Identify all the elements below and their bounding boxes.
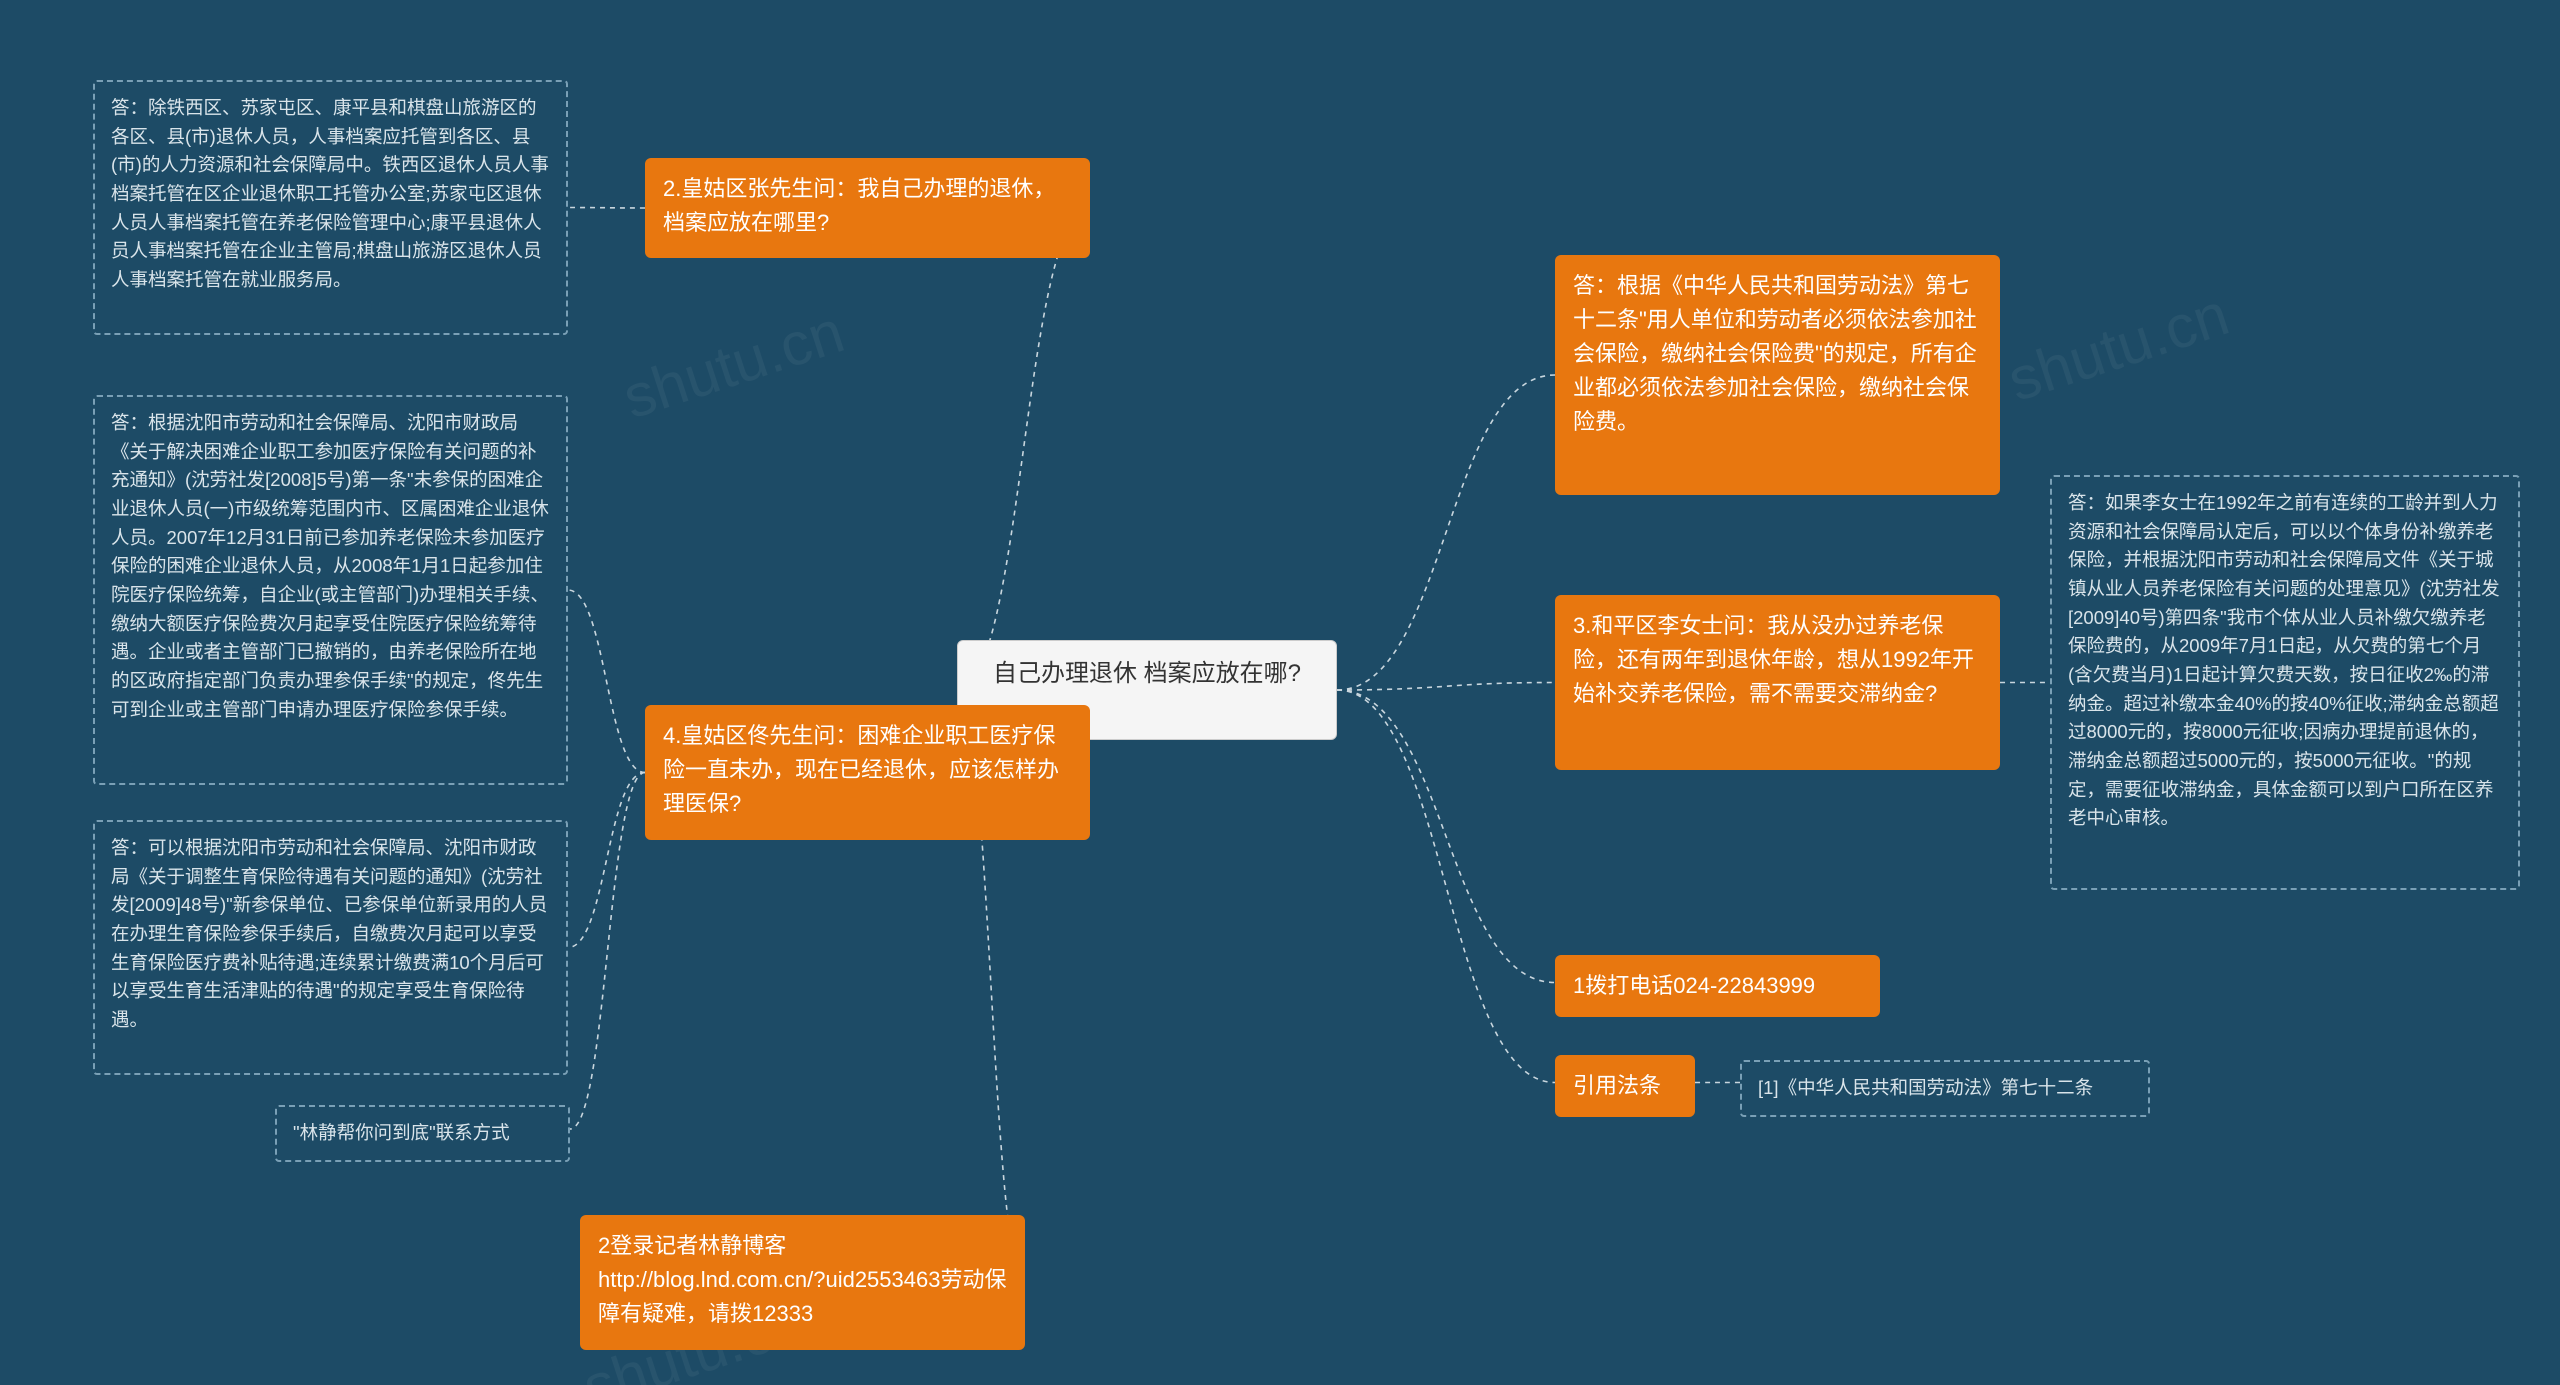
branch-left-2: 2登录记者林静博客http://blog.lnd.com.cn/?uid2553…	[580, 1215, 1025, 1350]
branch-right-3: 引用法条	[1555, 1055, 1695, 1117]
branch-right-0: 答：根据《中华人民共和国劳动法》第七十二条"用人单位和劳动者必须依法参加社会保险…	[1555, 255, 2000, 495]
branch-right-2: 1拨打电话024-22843999	[1555, 955, 1880, 1017]
watermark: shutu.cn	[615, 297, 852, 433]
leaf-left-0-0: 答：除铁西区、苏家屯区、康平县和棋盘山旅游区的各区、县(市)退休人员，人事档案应…	[93, 80, 568, 335]
leaf-right-3-0: [1]《中华人民共和国劳动法》第七十二条	[1740, 1060, 2150, 1117]
branch-right-1: 3.和平区李女士问：我从没办过养老保险，还有两年到退休年龄，想从1992年开始补…	[1555, 595, 2000, 770]
branch-left-1: 4.皇姑区佟先生问：困难企业职工医疗保险一直未办，现在已经退休，应该怎样办理医保…	[645, 705, 1090, 840]
leaf-left-1-0: 答：根据沈阳市劳动和社会保障局、沈阳市财政局《关于解决困难企业职工参加医疗保险有…	[93, 395, 568, 785]
branch-left-0: 2.皇姑区张先生问：我自己办理的退休，档案应放在哪里?	[645, 158, 1090, 258]
leaf-right-1-0: 答：如果李女士在1992年之前有连续的工龄并到人力资源和社会保障局认定后，可以以…	[2050, 475, 2520, 890]
leaf-left-1-1: 答：可以根据沈阳市劳动和社会保障局、沈阳市财政局《关于调整生育保险待遇有关问题的…	[93, 820, 568, 1075]
leaf-left-1-2: "林静帮你问到底"联系方式	[275, 1105, 570, 1162]
